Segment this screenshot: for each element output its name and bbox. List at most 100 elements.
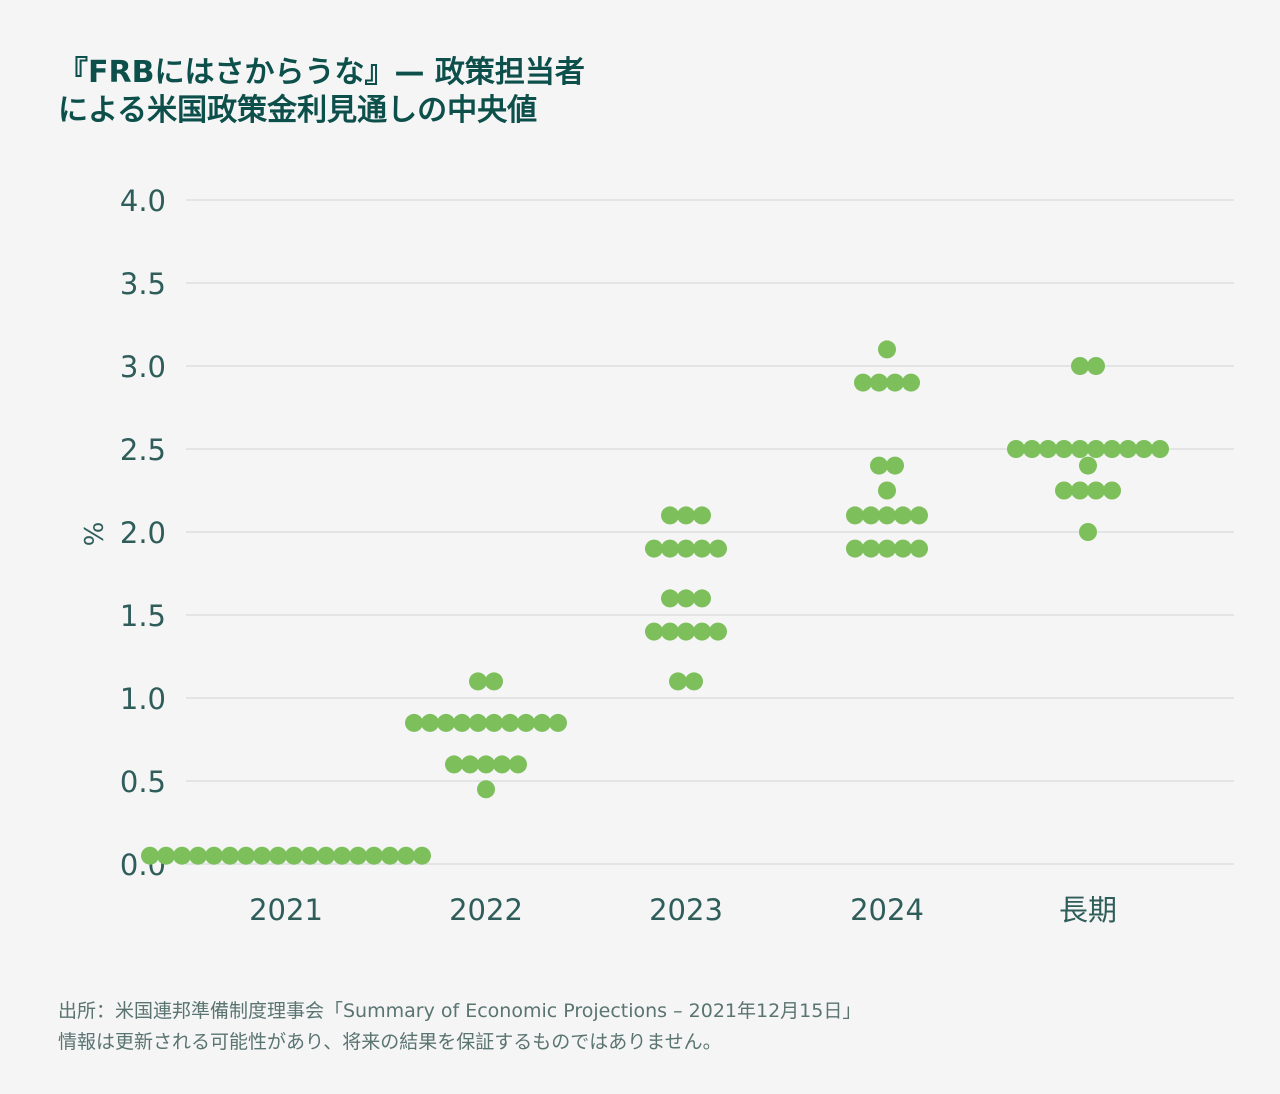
dot-point: [1071, 481, 1089, 500]
dot-point: [677, 589, 695, 608]
dot-point: [1055, 481, 1073, 500]
dot-point: [854, 373, 872, 392]
dot-point: [661, 506, 679, 525]
dot-point: [477, 780, 495, 799]
dot-point: [1079, 523, 1097, 541]
dot-point: [846, 506, 864, 525]
y-tick-label: 2.0: [120, 516, 166, 550]
dot-point: [661, 539, 679, 558]
dot-point: [645, 622, 663, 641]
dot-point: [693, 622, 711, 641]
x-tick-label: 2024: [850, 893, 924, 927]
dot-point: [1103, 481, 1121, 500]
dot-point: [157, 846, 175, 865]
dot-point: [1039, 440, 1057, 458]
dot-point: [661, 622, 679, 641]
dot-point: [285, 846, 303, 865]
y-tick-label: 0.5: [120, 765, 166, 799]
dot-plot-chart: 0.00.51.01.52.02.53.03.54.0 2021 2022 2023…: [77, 184, 1234, 927]
dot-point: [1119, 440, 1137, 458]
dot-point: [1023, 440, 1041, 458]
dot-point: [894, 539, 912, 558]
dot-point: [669, 672, 687, 691]
x-tick-label: 長期: [1059, 893, 1117, 927]
dot-point: [661, 589, 679, 608]
dot-point: [870, 373, 888, 392]
dot-point: [253, 846, 271, 865]
dot-point: [509, 755, 527, 774]
dot-point: [1079, 456, 1097, 475]
dot-point: [693, 539, 711, 558]
dot-point: [878, 539, 896, 558]
dot-point: [405, 713, 423, 732]
dot-point: [894, 506, 912, 525]
dot-point: [1103, 440, 1121, 458]
dot-point: [693, 589, 711, 608]
dot-point: [1071, 440, 1089, 458]
dot-point: [677, 539, 695, 558]
source-note: 出所：米国連邦準備制度理事会「Summary of Economic Proje…: [58, 996, 1238, 1058]
dot-point: [533, 713, 551, 732]
dot-point: [493, 755, 511, 774]
y-tick-label: 3.5: [120, 267, 166, 301]
dot-point: [453, 713, 471, 732]
dot-point: [902, 373, 920, 392]
dot-point: [469, 713, 487, 732]
y-tick-label: 1.5: [120, 599, 166, 633]
source-line-1: 出所：米国連邦準備制度理事会「Summary of Economic Proje…: [58, 1000, 862, 1022]
dot-point: [886, 373, 904, 392]
dot-point: [549, 713, 567, 732]
dot-point: [1007, 440, 1025, 458]
dot-point: [477, 755, 495, 774]
dot-point: [878, 481, 896, 500]
dot-point: [862, 506, 880, 525]
dot-point: [349, 846, 367, 865]
dot-point: [365, 846, 383, 865]
dot-point: [485, 713, 503, 732]
y-tick-label: 4.0: [120, 184, 166, 218]
grid-lines: [186, 199, 1234, 865]
dot-point: [437, 713, 455, 732]
dot-point: [173, 846, 191, 865]
dot-point: [1087, 357, 1105, 375]
y-tick-label: 1.0: [120, 682, 166, 716]
chart-title: 『FRBにはさからうな』— 政策担当者 による米国政策金利見通しの中央値: [58, 54, 758, 130]
dot-point: [878, 340, 896, 359]
dot-point: [910, 506, 928, 525]
dot-point: [237, 846, 255, 865]
dot-point: [1055, 440, 1073, 458]
x-tick-label: 2022: [449, 893, 523, 927]
dot-point: [469, 672, 487, 691]
dot-point: [709, 622, 727, 641]
dot-point: [1151, 440, 1169, 458]
dot-point: [910, 539, 928, 558]
dot-point: [301, 846, 319, 865]
chart-title-line-2: による米国政策金利見通しの中央値: [58, 93, 538, 128]
dot-point: [1071, 357, 1089, 375]
dot-point: [501, 713, 519, 732]
x-tick-label: 2021: [249, 893, 323, 927]
dot-point: [1135, 440, 1153, 458]
dot-point: [189, 846, 207, 865]
dot-point: [886, 456, 904, 475]
dot-point: [381, 846, 399, 865]
x-axis-tick-labels: 2021 2022 2023 2024 長期: [249, 893, 1117, 927]
y-tick-label: 2.5: [120, 433, 166, 467]
dot-point: [878, 506, 896, 525]
dot-point: [862, 539, 880, 558]
y-axis-tick-labels: 0.00.51.01.52.02.53.03.54.0: [120, 184, 166, 882]
x-tick-label: 2023: [649, 893, 723, 927]
dot-point: [461, 755, 479, 774]
dot-point: [421, 713, 439, 732]
dot-point: [445, 755, 463, 774]
dot-point: [677, 622, 695, 641]
dot-point: [693, 506, 711, 525]
dot-point: [645, 539, 663, 558]
dot-point: [517, 713, 535, 732]
dot-point: [333, 846, 351, 865]
dot-point: [269, 846, 287, 865]
dot-point: [317, 846, 335, 865]
dot-point: [397, 846, 415, 865]
dot-point: [677, 506, 695, 525]
y-tick-label: 3.0: [120, 350, 166, 384]
